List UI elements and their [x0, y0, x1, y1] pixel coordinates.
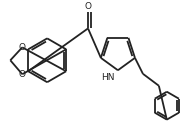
Text: O: O	[19, 43, 26, 52]
Text: HN: HN	[101, 73, 115, 82]
Text: O: O	[19, 70, 26, 79]
Text: O: O	[84, 3, 92, 12]
